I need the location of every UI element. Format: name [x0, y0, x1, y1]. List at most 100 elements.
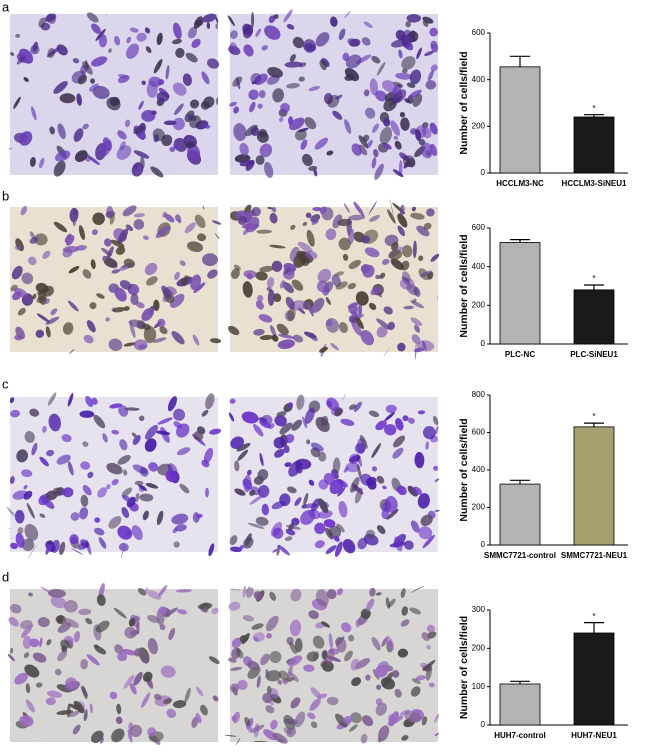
stain — [45, 316, 60, 325]
x-tick-label: HUH7-NEU1 — [571, 731, 617, 740]
stain — [171, 38, 183, 45]
stain — [283, 445, 290, 454]
stain — [233, 106, 239, 114]
stain — [265, 670, 282, 682]
stain — [435, 425, 439, 435]
stain — [119, 439, 128, 451]
stain — [228, 601, 241, 611]
stain — [85, 618, 93, 625]
stain — [141, 692, 151, 708]
stain — [126, 36, 132, 44]
stain — [407, 485, 418, 497]
stain — [343, 203, 350, 213]
stain — [304, 250, 318, 260]
stain — [249, 489, 256, 496]
bar — [499, 242, 541, 345]
stain — [365, 674, 371, 681]
stain — [351, 320, 362, 336]
stain — [137, 484, 148, 491]
stain — [360, 330, 374, 346]
stain — [397, 342, 406, 352]
stain — [8, 147, 12, 150]
stain — [202, 253, 218, 267]
stain — [215, 17, 219, 23]
micrograph — [227, 9, 439, 180]
stain — [36, 288, 50, 295]
stain — [434, 478, 440, 482]
stain — [56, 454, 71, 465]
stain — [375, 592, 382, 596]
stain — [384, 411, 395, 422]
stain — [412, 709, 423, 714]
stain — [311, 297, 325, 313]
stain — [289, 246, 300, 262]
stain — [412, 486, 423, 495]
stain — [108, 516, 122, 529]
stain — [52, 487, 63, 497]
stain — [95, 620, 110, 633]
stain — [45, 13, 57, 23]
stain — [246, 273, 253, 280]
y-tick-label: 200 — [472, 643, 486, 652]
stain — [153, 693, 162, 701]
stain — [229, 30, 238, 39]
stain — [24, 523, 39, 541]
stain — [83, 708, 88, 721]
stain — [147, 727, 157, 737]
stain — [410, 317, 423, 326]
stain — [373, 148, 379, 158]
stain — [123, 674, 135, 689]
stain — [271, 334, 279, 342]
stain — [175, 589, 193, 593]
stain — [57, 123, 66, 140]
stain — [94, 645, 107, 655]
stain — [420, 514, 433, 527]
y-axis-label: Number of cells/field — [458, 234, 470, 337]
stain — [122, 205, 137, 217]
stain — [237, 679, 248, 690]
stain — [39, 637, 43, 648]
stain — [167, 396, 177, 412]
stain — [144, 27, 151, 34]
stain — [164, 607, 178, 617]
stain — [414, 342, 417, 360]
stain — [295, 465, 303, 474]
stain — [287, 655, 303, 667]
stain — [426, 624, 435, 633]
stain — [426, 645, 431, 650]
stain — [119, 280, 132, 290]
stain — [357, 537, 368, 550]
x-tick-label: PLC-NC — [505, 350, 535, 359]
stain — [303, 39, 317, 53]
stain — [35, 329, 45, 338]
stain — [365, 107, 376, 119]
stain — [61, 434, 72, 443]
stain — [417, 410, 426, 415]
stain — [303, 664, 315, 672]
stain — [42, 250, 51, 259]
stain — [233, 123, 247, 142]
stain — [282, 282, 294, 294]
stain — [89, 703, 93, 714]
stain — [29, 638, 40, 648]
micrograph — [7, 11, 220, 178]
stain — [113, 607, 127, 619]
stain — [76, 93, 82, 106]
stain — [201, 71, 210, 85]
stain — [10, 52, 15, 56]
stain — [289, 117, 305, 131]
stain — [291, 279, 304, 291]
stain — [55, 150, 71, 162]
stain — [325, 297, 331, 305]
stain — [124, 407, 140, 411]
stain — [82, 441, 89, 447]
stain — [236, 648, 244, 659]
stain — [127, 729, 133, 743]
stain — [53, 221, 68, 233]
stain — [111, 429, 120, 435]
stain — [147, 614, 160, 624]
stain — [147, 637, 158, 655]
stain — [19, 715, 34, 727]
bar — [573, 426, 615, 546]
